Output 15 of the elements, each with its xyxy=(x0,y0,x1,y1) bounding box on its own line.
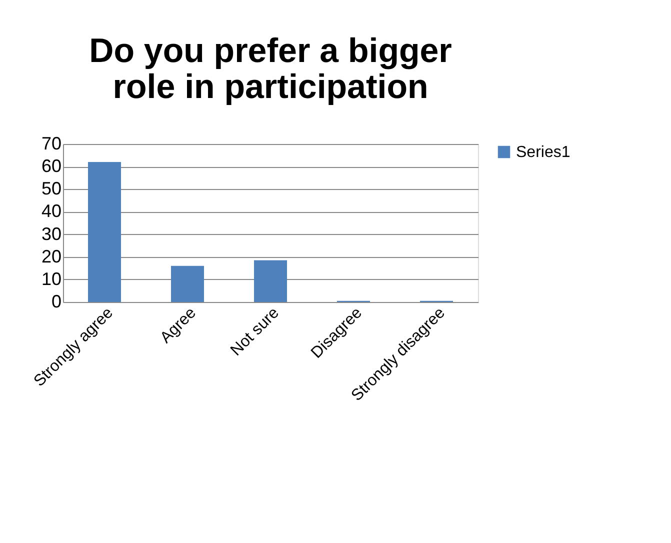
bar xyxy=(254,260,287,302)
y-tick-label: 30 xyxy=(41,224,62,244)
text: Do you prefer a bigger xyxy=(89,32,452,70)
y-tick-label: 20 xyxy=(41,246,62,266)
bar xyxy=(88,162,121,302)
y-tick-label: 40 xyxy=(41,201,62,222)
y-tick-label: 70 xyxy=(41,134,62,154)
y-tick-label: 50 xyxy=(41,178,62,199)
legend-label: Series1 xyxy=(516,144,570,161)
y-tick-label: 60 xyxy=(41,156,62,176)
y-tick-label: 10 xyxy=(41,268,62,289)
text: role in participation xyxy=(112,68,428,106)
x-tick-label: Not sure xyxy=(228,304,283,360)
bar xyxy=(171,266,204,302)
y-tick-label: 0 xyxy=(51,292,62,312)
